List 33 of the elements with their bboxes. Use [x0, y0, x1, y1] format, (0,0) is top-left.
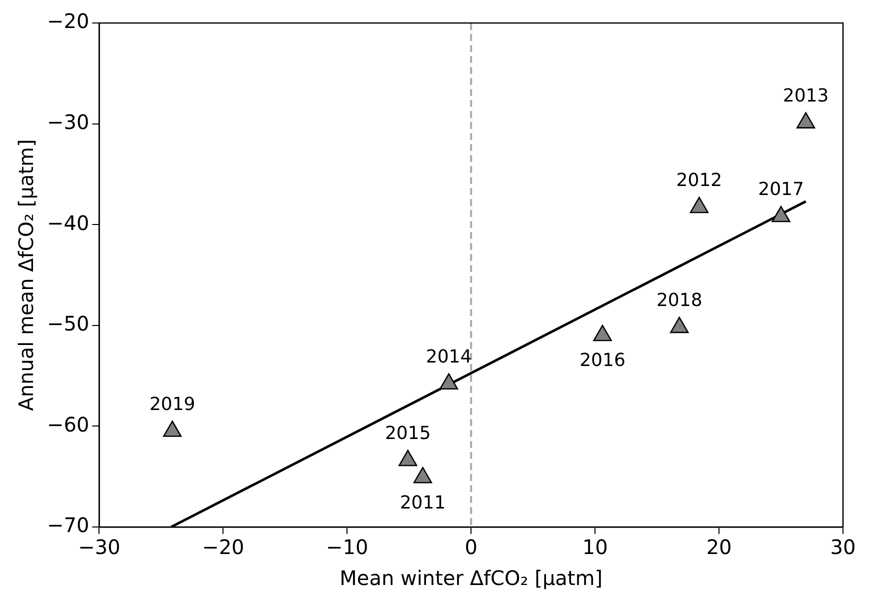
y-tick-label: −60: [46, 412, 90, 436]
x-tick-label: −30: [78, 535, 120, 560]
y-tick-label: −30: [46, 110, 90, 134]
point: [398, 450, 418, 466]
y-axis-title: Annual mean ΔfCO₂ [μatm]: [14, 139, 38, 411]
x-tick-label: 10: [582, 535, 608, 560]
x-tick-label: −10: [326, 535, 368, 560]
annotation: 2017: [758, 179, 804, 200]
annotation: 2011: [400, 492, 446, 514]
point: [439, 373, 458, 390]
point: [670, 316, 689, 334]
point: [796, 112, 816, 128]
annotation: 2018: [656, 290, 702, 312]
annotation: 2016: [580, 350, 626, 372]
x-tick-label: 30: [830, 535, 856, 560]
point: [163, 420, 182, 437]
annotation: 2019: [149, 394, 196, 415]
y-tick-label: −20: [46, 9, 90, 34]
x-axis-title: Mean winter ΔfCO₂ [μatm]: [340, 566, 603, 590]
x-tick-label: 20: [706, 535, 732, 560]
annotation: 2014: [426, 346, 472, 368]
x-tick-label: 0: [464, 535, 478, 560]
x-tick-label: −20: [202, 535, 244, 560]
point: [593, 324, 612, 342]
point: [772, 206, 790, 222]
y-tick-label: −40: [46, 210, 90, 235]
annotation: 2015: [384, 423, 431, 444]
point: [690, 196, 709, 214]
y-tick-label: −70: [46, 513, 90, 538]
y-tick-label: −50: [46, 312, 90, 336]
annotation: 2013: [782, 85, 829, 106]
annotation: 2012: [676, 170, 722, 192]
point: [413, 466, 432, 484]
